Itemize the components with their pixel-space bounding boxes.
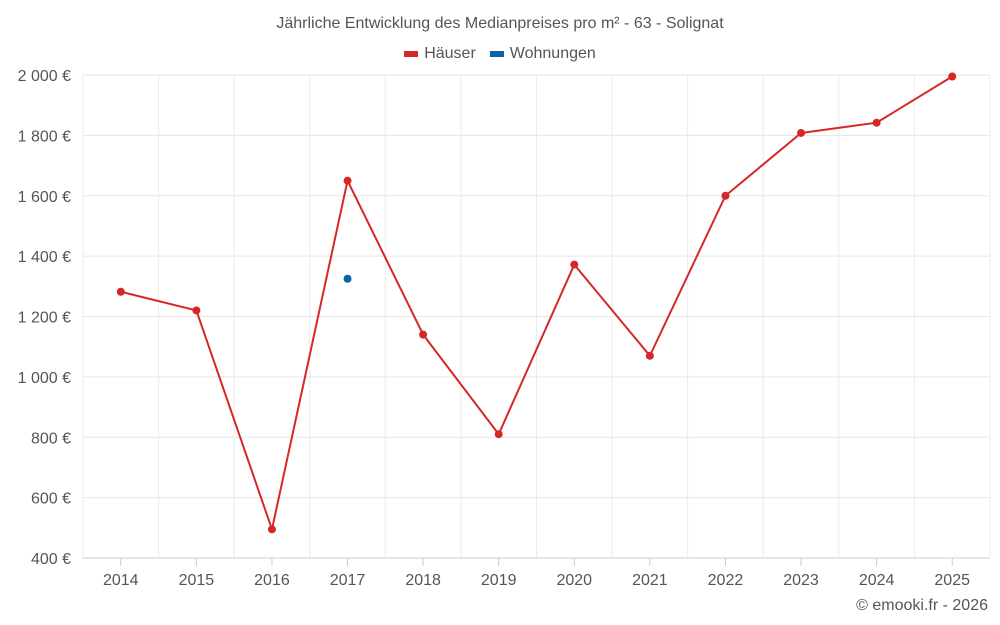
x-tick-label: 2020 <box>556 572 592 589</box>
data-point-haeuser[interactable] <box>343 176 352 185</box>
x-tick-label: 2019 <box>481 572 517 589</box>
data-point-haeuser[interactable] <box>721 191 730 200</box>
x-tick-label: 2015 <box>179 572 215 589</box>
data-point-haeuser[interactable] <box>494 430 503 439</box>
legend-label-haeuser: Häuser <box>424 45 476 62</box>
data-point-haeuser[interactable] <box>116 287 125 296</box>
data-point-haeuser[interactable] <box>645 351 654 360</box>
x-tick-label: 2014 <box>103 572 139 589</box>
x-tick-label: 2025 <box>934 572 970 589</box>
chart-title: Jährliche Entwicklung des Medianpreises … <box>276 15 724 32</box>
legend-item-haeuser[interactable]: Häuser <box>404 45 476 63</box>
x-tick-label: 2022 <box>708 572 744 589</box>
x-tick-label: 2018 <box>405 572 441 589</box>
y-tick-label: 2 000 € <box>18 68 71 85</box>
legend-swatch-wohnungen <box>489 51 504 57</box>
y-tick-label: 800 € <box>31 430 71 447</box>
data-point-haeuser[interactable] <box>267 525 276 534</box>
y-tick-label: 1 000 € <box>18 370 71 387</box>
legend-swatch-haeuser <box>404 51 419 57</box>
x-tick-label: 2024 <box>859 572 895 589</box>
x-tick-label: 2016 <box>254 572 290 589</box>
legend-item-wohnungen[interactable]: Wohnungen <box>489 45 596 63</box>
data-point-wohnungen[interactable] <box>343 274 352 283</box>
data-point-haeuser[interactable] <box>797 128 806 137</box>
legend-label-wohnungen: Wohnungen <box>509 45 596 62</box>
y-tick-label: 1 200 € <box>18 310 71 327</box>
x-tick-label: 2023 <box>783 572 819 589</box>
y-tick-label: 600 € <box>31 491 71 508</box>
y-tick-label: 400 € <box>31 551 71 568</box>
legend: Häuser Wohnungen <box>0 45 1000 63</box>
y-tick-label: 1 600 € <box>18 189 71 206</box>
data-point-haeuser[interactable] <box>192 306 201 315</box>
data-point-haeuser[interactable] <box>948 72 957 81</box>
series-line-haeuser <box>120 75 953 531</box>
y-tick-label: 1 400 € <box>18 249 71 266</box>
x-tick-label: 2021 <box>632 572 668 589</box>
data-point-haeuser[interactable] <box>872 118 881 127</box>
y-tick-label: 1 800 € <box>18 128 71 145</box>
data-point-haeuser[interactable] <box>419 330 428 339</box>
x-tick-label: 2017 <box>330 572 366 589</box>
copyright-credit: © emooki.fr - 2026 <box>856 597 988 614</box>
data-point-haeuser[interactable] <box>570 260 579 269</box>
